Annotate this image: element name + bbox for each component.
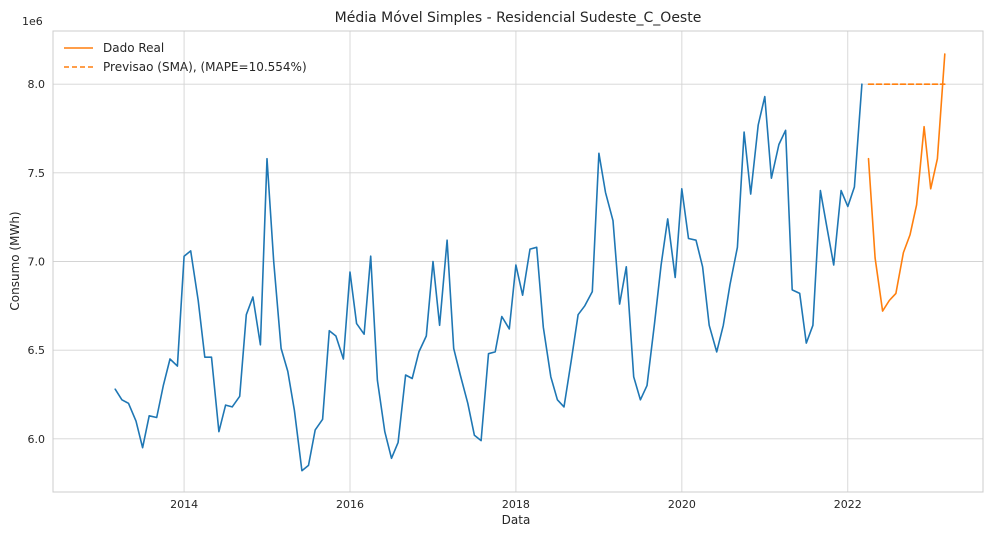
series-line-actual — [867, 53, 946, 312]
x-tick-label: 2018 — [502, 498, 530, 511]
y-tick-label: 6.5 — [28, 344, 46, 357]
y-offset-label: 1e6 — [22, 15, 43, 28]
legend-label-forecast: Previsao (SMA), (MAPE=10.554%) — [103, 60, 307, 74]
plot-frame — [52, 30, 984, 493]
series-line-history — [114, 83, 863, 472]
y-tick-labels: 6.0 6.5 7.0 7.5 8.0 — [28, 78, 46, 446]
y-tick-label: 7.5 — [28, 167, 46, 180]
y-tick-label: 6.0 — [28, 433, 46, 446]
x-tick-label: 2020 — [668, 498, 696, 511]
plot-area — [52, 30, 984, 493]
y-tick-label: 7.0 — [28, 256, 46, 269]
x-tick-labels: 2014 2016 2018 2020 2022 — [170, 498, 862, 511]
legend: Dado Real Previsao (SMA), (MAPE=10.554%) — [64, 41, 307, 74]
legend-label-actual: Dado Real — [103, 41, 164, 55]
y-tick-label: 8.0 — [28, 78, 46, 91]
series-layer — [114, 53, 946, 472]
x-axis-title: Data — [502, 513, 531, 527]
y-axis-title: Consumo (MWh) — [8, 211, 22, 310]
chart-title: Média Móvel Simples - Residencial Sudest… — [335, 10, 702, 26]
x-tick-label: 2016 — [336, 498, 364, 511]
grid-y — [53, 83, 983, 440]
x-tick-label: 2014 — [170, 498, 198, 511]
x-tick-label: 2022 — [834, 498, 862, 511]
